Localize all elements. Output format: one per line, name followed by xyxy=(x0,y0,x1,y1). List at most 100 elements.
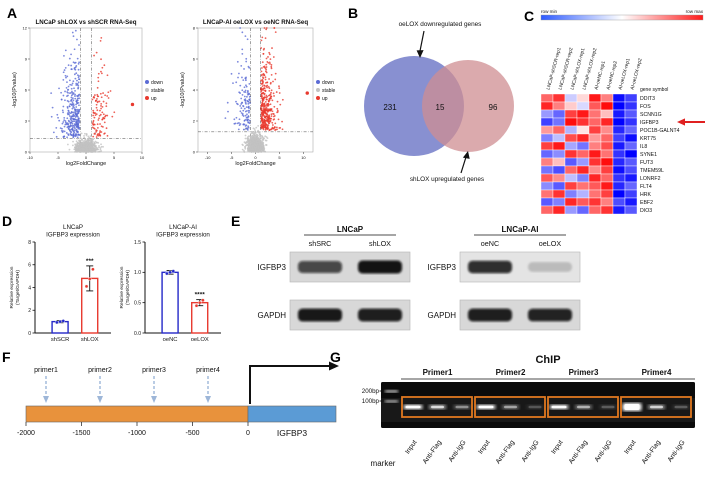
svg-text:(Target/GAPDH): (Target/GAPDH) xyxy=(125,270,131,305)
svg-text:1.0: 1.0 xyxy=(134,270,141,276)
svg-text:shSCR: shSCR xyxy=(51,337,69,343)
svg-text:1.5: 1.5 xyxy=(134,240,141,246)
panel-label-g: G xyxy=(330,349,341,365)
svg-text:row max: row max xyxy=(686,9,704,14)
svg-text:stable: stable xyxy=(322,88,336,94)
svg-text:Anti-Flag: Anti-Flag xyxy=(422,439,443,465)
svg-text:8: 8 xyxy=(28,240,31,246)
svg-text:Anti-Flag: Anti-Flag xyxy=(641,439,662,465)
svg-text:marker: marker xyxy=(371,459,396,468)
svg-text:LONRF2: LONRF2 xyxy=(640,176,661,182)
svg-text:log2FoldChange: log2FoldChange xyxy=(235,161,275,167)
chip-pcr-gel: ChIP Primer1 Primer2 Primer3 Primer4 200bp 100… xyxy=(362,354,695,468)
svg-text:stable: stable xyxy=(151,88,165,94)
svg-text:Input: Input xyxy=(477,439,491,455)
svg-text:Anti-IgG: Anti-IgG xyxy=(521,439,541,463)
svg-text:***: *** xyxy=(86,258,94,265)
svg-text:LNCaP: LNCaP xyxy=(337,225,364,234)
svg-text:row min: row min xyxy=(541,9,558,14)
svg-text:FUT3: FUT3 xyxy=(640,160,653,166)
svg-text:0: 0 xyxy=(246,430,250,437)
svg-text:0: 0 xyxy=(193,150,196,155)
svg-text:6: 6 xyxy=(28,263,31,269)
svg-text:Relative expression: Relative expression xyxy=(9,266,15,308)
svg-text:IGFBP3: IGFBP3 xyxy=(428,263,457,272)
svg-text:log2FoldChange: log2FoldChange xyxy=(66,161,106,167)
svg-text:Input: Input xyxy=(404,439,418,455)
panel-label-c: C xyxy=(524,8,535,24)
svg-text:IL8: IL8 xyxy=(640,144,647,150)
svg-text:FLT4: FLT4 xyxy=(640,184,652,190)
svg-text:AI-oeNC-rep2: AI-oeNC-rep2 xyxy=(606,60,620,90)
svg-text:-1000: -1000 xyxy=(128,430,146,437)
panel-label-f: F xyxy=(2,349,11,365)
svg-text:down: down xyxy=(322,80,334,86)
svg-text:-2000: -2000 xyxy=(17,430,35,437)
svg-text:LNCaP-AI oeLOX vs oeNC RNA-Seq: LNCaP-AI oeLOX vs oeNC RNA-Seq xyxy=(203,19,308,26)
svg-text:Relative expression: Relative expression xyxy=(119,266,125,308)
svg-text:primer4: primer4 xyxy=(196,367,220,374)
bar-chart-lncap-ai-igfbp3: 0.0 0.5 1.0 1.5 oeNC oeLOX **** LNCaP-AIIGFBP3 … xyxy=(119,224,221,343)
svg-text:shSRC: shSRC xyxy=(309,239,332,248)
svg-text:FOS: FOS xyxy=(640,104,651,110)
panel-label-b: B xyxy=(348,5,359,21)
svg-text:96: 96 xyxy=(489,103,498,112)
svg-text:-500: -500 xyxy=(185,430,199,437)
svg-text:KRT75: KRT75 xyxy=(640,136,656,142)
svg-text:up: up xyxy=(151,96,157,102)
svg-text:AI-oeNC-rep1: AI-oeNC-rep1 xyxy=(594,60,608,90)
svg-text:GAPDH: GAPDH xyxy=(428,311,457,320)
svg-text:IGFBP3 expression: IGFBP3 expression xyxy=(156,232,210,239)
panel-label-d: D xyxy=(2,213,13,229)
svg-text:ChIP: ChIP xyxy=(535,354,560,366)
svg-text:0: 0 xyxy=(28,331,31,337)
svg-text:0: 0 xyxy=(85,155,88,160)
svg-text:SCNN1G: SCNN1G xyxy=(640,112,662,118)
svg-text:oeLOX: oeLOX xyxy=(539,239,562,248)
svg-text:12: 12 xyxy=(23,26,28,31)
volcano-plot-shlox-vs-shscr: -10 -5 0 5 10 0 3 6 9 12 LNCaP shLOX vs shSCR RNA-… xyxy=(12,19,165,167)
svg-text:0.0: 0.0 xyxy=(134,331,141,337)
svg-text:0: 0 xyxy=(25,150,28,155)
svg-text:2: 2 xyxy=(28,308,31,314)
svg-text:6: 6 xyxy=(193,57,196,62)
svg-text:IGFBP3: IGFBP3 xyxy=(640,120,659,126)
svg-text:GAPDH: GAPDH xyxy=(258,311,287,320)
svg-text:oeNC: oeNC xyxy=(163,337,178,343)
svg-text:Input: Input xyxy=(623,439,637,455)
svg-text:SYNE1: SYNE1 xyxy=(640,152,657,158)
svg-text:LNCaP shLOX vs shSCR RNA-Seq: LNCaP shLOX vs shSCR RNA-Seq xyxy=(36,19,137,26)
venn-diagram: 231 15 96 oeLOX downregulated genes shLOX up… xyxy=(364,21,514,183)
svg-text:5: 5 xyxy=(278,155,281,160)
panel-label-e: E xyxy=(231,213,241,229)
svg-text:-5: -5 xyxy=(230,155,234,160)
svg-text:DIO3: DIO3 xyxy=(640,208,652,214)
svg-text:oeNC: oeNC xyxy=(481,239,499,248)
svg-text:oeLOX downregulated genes: oeLOX downregulated genes xyxy=(399,21,482,28)
svg-text:LNCaP: LNCaP xyxy=(63,224,83,231)
svg-text:LNCaP-AI: LNCaP-AI xyxy=(169,224,197,231)
svg-text:-5: -5 xyxy=(56,155,60,160)
svg-text:DDIT3: DDIT3 xyxy=(640,96,655,102)
svg-text:Anti-Flag: Anti-Flag xyxy=(495,439,516,465)
svg-text:AI-oeLOX-rep2: AI-oeLOX-rep2 xyxy=(630,57,644,90)
svg-text:10: 10 xyxy=(140,155,145,160)
svg-text:8: 8 xyxy=(193,26,196,31)
svg-text:4: 4 xyxy=(28,285,31,291)
volcano-plot-oelox-vs-oenc: -10 -5 0 5 10 0 2 4 6 8 LNCaP-AI oeLOX vs oeNC RNA… xyxy=(180,19,336,167)
svg-text:0: 0 xyxy=(254,155,257,160)
svg-text:-log10(Pvalue): -log10(Pvalue) xyxy=(12,72,18,108)
svg-text:LNCaP-AI: LNCaP-AI xyxy=(502,225,539,234)
svg-text:shLOX upregulated genes: shLOX upregulated genes xyxy=(410,176,484,183)
svg-text:****: **** xyxy=(195,292,206,299)
svg-text:-10: -10 xyxy=(27,155,34,160)
svg-text:oeLOX: oeLOX xyxy=(191,337,209,343)
svg-text:Anti-Flag: Anti-Flag xyxy=(568,439,589,465)
igfbp3-promoter-primer-map: primer1 primer2 primer3 primer4 -2000 -1500 -1… xyxy=(17,361,339,438)
svg-text:6: 6 xyxy=(25,88,28,93)
svg-text:primer1: primer1 xyxy=(34,367,58,374)
svg-text:down: down xyxy=(151,80,163,86)
